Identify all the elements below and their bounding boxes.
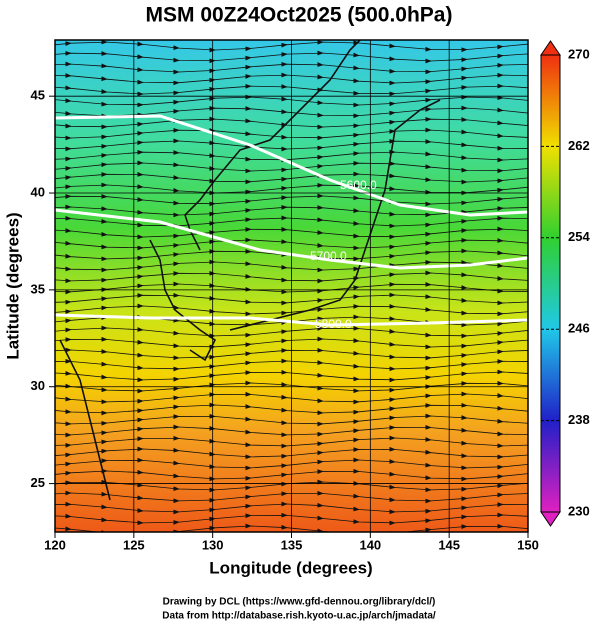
streamline bbox=[55, 94, 528, 108]
colorbar bbox=[540, 54, 561, 513]
streamline bbox=[55, 138, 528, 152]
streamline bbox=[55, 226, 528, 240]
streamline bbox=[55, 50, 528, 64]
streamline bbox=[55, 523, 528, 532]
contour-label: 5800.0 bbox=[315, 317, 352, 331]
streamline bbox=[55, 127, 528, 141]
streamline bbox=[55, 424, 528, 438]
streamline bbox=[55, 468, 528, 482]
y-tick-label: 45 bbox=[31, 88, 45, 103]
colorbar-tick-label: 262 bbox=[568, 138, 590, 153]
streamline bbox=[55, 83, 528, 97]
streamline bbox=[55, 446, 528, 460]
colorbar-max-arrow bbox=[540, 40, 561, 56]
streamline bbox=[55, 259, 528, 273]
x-tick-label: 150 bbox=[517, 537, 539, 552]
x-tick-label: 145 bbox=[438, 537, 460, 552]
streamline bbox=[55, 193, 528, 207]
contour-label: 5600.0 bbox=[340, 178, 377, 192]
colorbar-min-arrow bbox=[540, 511, 561, 527]
streamline bbox=[55, 435, 528, 449]
footer-line: Drawing by DCL (https://www.gfd-dennou.o… bbox=[163, 597, 436, 608]
streamline bbox=[55, 182, 528, 196]
streamline bbox=[55, 380, 528, 394]
streamline bbox=[55, 413, 528, 427]
colorbar-tick-label: 238 bbox=[568, 412, 590, 427]
streamlines bbox=[55, 40, 528, 532]
colorbar-tick-label: 254 bbox=[568, 229, 590, 244]
streamline bbox=[55, 270, 528, 284]
streamline bbox=[55, 347, 528, 361]
streamline bbox=[55, 61, 528, 75]
y-tick-label: 40 bbox=[31, 184, 45, 199]
streamline bbox=[55, 160, 528, 174]
x-tick-label: 130 bbox=[202, 537, 224, 552]
streamline bbox=[55, 171, 528, 185]
streamline bbox=[55, 369, 528, 383]
x-tick-label: 120 bbox=[44, 537, 66, 552]
plot-frame bbox=[54, 39, 529, 533]
streamline bbox=[55, 72, 528, 86]
streamline bbox=[55, 215, 528, 229]
streamline bbox=[55, 402, 528, 416]
contour-label: 5700.0 bbox=[310, 249, 347, 263]
streamline bbox=[55, 325, 528, 339]
x-tick-label: 125 bbox=[123, 537, 145, 552]
y-tick-label: 35 bbox=[31, 281, 45, 296]
streamline bbox=[55, 490, 528, 504]
streamline bbox=[55, 358, 528, 372]
y-tick-label: 25 bbox=[31, 475, 45, 490]
footer-line: Data from http://database.rish.kyoto-u.a… bbox=[162, 611, 436, 622]
streamline bbox=[55, 457, 528, 471]
streamline bbox=[55, 512, 528, 526]
title: MSM 00Z24Oct2025 (500.0hPa) bbox=[146, 4, 453, 27]
streamline bbox=[55, 292, 528, 306]
streamline bbox=[55, 40, 528, 53]
streamline bbox=[55, 237, 528, 251]
streamline bbox=[55, 303, 528, 317]
x-axis-label: Longitude (degrees) bbox=[209, 558, 372, 577]
streamline bbox=[55, 116, 528, 130]
colorbar-tick-label: 270 bbox=[568, 46, 590, 61]
colorbar-tick-label: 246 bbox=[568, 321, 590, 336]
x-tick-label: 140 bbox=[359, 537, 381, 552]
streamline bbox=[55, 281, 528, 295]
y-axis-label: Latitude (degrees) bbox=[3, 212, 22, 359]
streamline bbox=[55, 391, 528, 405]
x-tick-label: 135 bbox=[281, 537, 303, 552]
streamline bbox=[55, 336, 528, 350]
streamline bbox=[55, 501, 528, 515]
colorbar-tick-label: 230 bbox=[568, 503, 590, 518]
y-tick-label: 30 bbox=[31, 378, 45, 393]
